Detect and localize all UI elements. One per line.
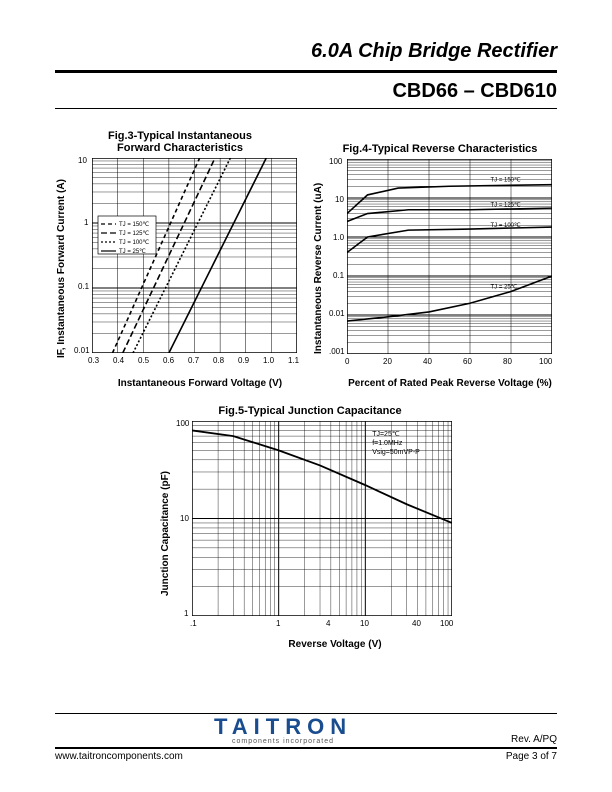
fig3-xlabel: Instantaneous Forward Voltage (V) <box>100 378 300 389</box>
fig3-xtick: 0.9 <box>238 356 249 365</box>
fig4-xtick: 0 <box>345 357 349 366</box>
fig5-ytick: 10 <box>180 514 189 523</box>
fig3-xtick: 1.1 <box>288 356 299 365</box>
fig4-title: Fig.4-Typical Reverse Characteristics <box>315 143 565 155</box>
fig3-ytick: 10 <box>78 156 87 165</box>
fig5-xtick: .1 <box>190 619 197 628</box>
svg-text:f=1.0MHz: f=1.0MHz <box>372 440 403 447</box>
svg-text:TJ = 25℃: TJ = 25℃ <box>119 249 146 255</box>
fig5-ytick: 100 <box>176 419 189 428</box>
fig5-chart: Fig.5-Typical Junction Capacitance Junct… <box>160 405 460 631</box>
svg-text:TJ = 125℃: TJ = 125℃ <box>491 203 522 209</box>
fig4-ytick: 0.1 <box>333 271 344 280</box>
fig5-xtick: 1 <box>276 619 280 628</box>
fig5-title: Fig.5-Typical Junction Capacitance <box>160 405 460 417</box>
fig3-xtick: 0.7 <box>188 356 199 365</box>
footer-url: www.taitroncomponents.com <box>55 751 183 762</box>
rule-thick <box>55 70 557 73</box>
fig5-xtick: 40 <box>412 619 421 628</box>
fig5-ytick: 1 <box>184 609 188 618</box>
fig3-title-l2: Forward Characteristics <box>60 142 300 154</box>
fig3-xtick: 0.5 <box>138 356 149 365</box>
fig4-xtick: 80 <box>503 357 512 366</box>
fig4-ytick: 10 <box>335 195 344 204</box>
fig3-xtick: 0.6 <box>163 356 174 365</box>
fig4-xtick: 20 <box>383 357 392 366</box>
fig4-ytick: 100 <box>329 157 342 166</box>
fig3-ylabel: IF, Instantaneous Forward Current (A) <box>56 179 67 358</box>
product-title: 6.0A Chip Bridge Rectifier <box>311 40 557 63</box>
footer-page: Page 3 of 7 <box>506 751 557 762</box>
fig5-plot: TJ=25℃ f=1.0MHz Vsig=50mVP-P <box>192 421 452 616</box>
fig4-ytick: .001 <box>329 347 345 356</box>
svg-text:TJ = 25℃: TJ = 25℃ <box>491 285 518 291</box>
svg-text:TJ = 125℃: TJ = 125℃ <box>119 231 150 237</box>
rule-thin <box>55 108 557 109</box>
fig4-xtick: 100 <box>539 357 552 366</box>
fig4-chart: Fig.4-Typical Reverse Characteristics In… <box>315 130 565 369</box>
fig3-chart: Fig.3-Typical Instantaneous Forward Char… <box>60 130 300 368</box>
fig3-ytick: 0.1 <box>78 282 89 291</box>
fig3-ytick: 0.01 <box>74 346 90 355</box>
fig5-xtick: 10 <box>360 619 369 628</box>
fig4-plot: TJ = 150℃ TJ = 125℃ TJ = 100℃ TJ = 25℃ <box>347 159 552 354</box>
footer: TAITRON components incorporated Rev. A/P… <box>55 713 557 762</box>
svg-text:TJ = 100℃: TJ = 100℃ <box>119 240 150 246</box>
fig4-xtick: 40 <box>423 357 432 366</box>
fig3-xtick: 0.4 <box>113 356 124 365</box>
revision: Rev. A/PQ <box>511 734 557 745</box>
fig5-xlabel: Reverse Voltage (V) <box>260 639 410 650</box>
svg-text:TJ = 150℃: TJ = 150℃ <box>119 222 150 228</box>
header: 6.0A Chip Bridge Rectifier <box>311 40 557 63</box>
fig5-xtick: 100 <box>440 619 453 628</box>
fig5-xtick: 4 <box>326 619 330 628</box>
fig4-ylabel: Instantaneous Reverse Current (uA) <box>313 183 324 354</box>
fig3-xtick: 0.3 <box>88 356 99 365</box>
svg-text:TJ = 100℃: TJ = 100℃ <box>491 223 522 229</box>
fig3-xtick: 0.8 <box>213 356 224 365</box>
footer-rule-bottom <box>55 747 557 749</box>
fig3-title-l1: Fig.3-Typical Instantaneous <box>60 130 300 142</box>
fig4-ytick: 1.0 <box>333 233 344 242</box>
fig3-xtick: 1.0 <box>263 356 274 365</box>
svg-text:TJ=25℃: TJ=25℃ <box>372 431 400 438</box>
fig4-xlabel: Percent of Rated Peak Reverse Voltage (%… <box>345 378 555 389</box>
svg-text:Vsig=50mVP-P: Vsig=50mVP-P <box>372 449 420 456</box>
fig3-plot: TJ = 150℃ TJ = 125℃ TJ = 100℃ TJ = 25℃ <box>92 158 297 353</box>
fig5-ylabel: Junction Capacitance (pF) <box>160 471 171 596</box>
svg-text:TJ = 150℃: TJ = 150℃ <box>491 178 522 184</box>
fig4-ytick: 0.01 <box>329 309 345 318</box>
logo-subtitle: components incorporated <box>214 738 352 745</box>
datasheet-page: 6.0A Chip Bridge Rectifier CBD66 – CBD61… <box>0 0 612 792</box>
logo-text: TAITRON <box>214 716 352 738</box>
part-range: CBD66 – CBD610 <box>392 80 557 103</box>
fig4-xtick: 60 <box>463 357 472 366</box>
logo: TAITRON components incorporated <box>214 716 352 745</box>
fig3-ytick: 1 <box>84 218 88 227</box>
